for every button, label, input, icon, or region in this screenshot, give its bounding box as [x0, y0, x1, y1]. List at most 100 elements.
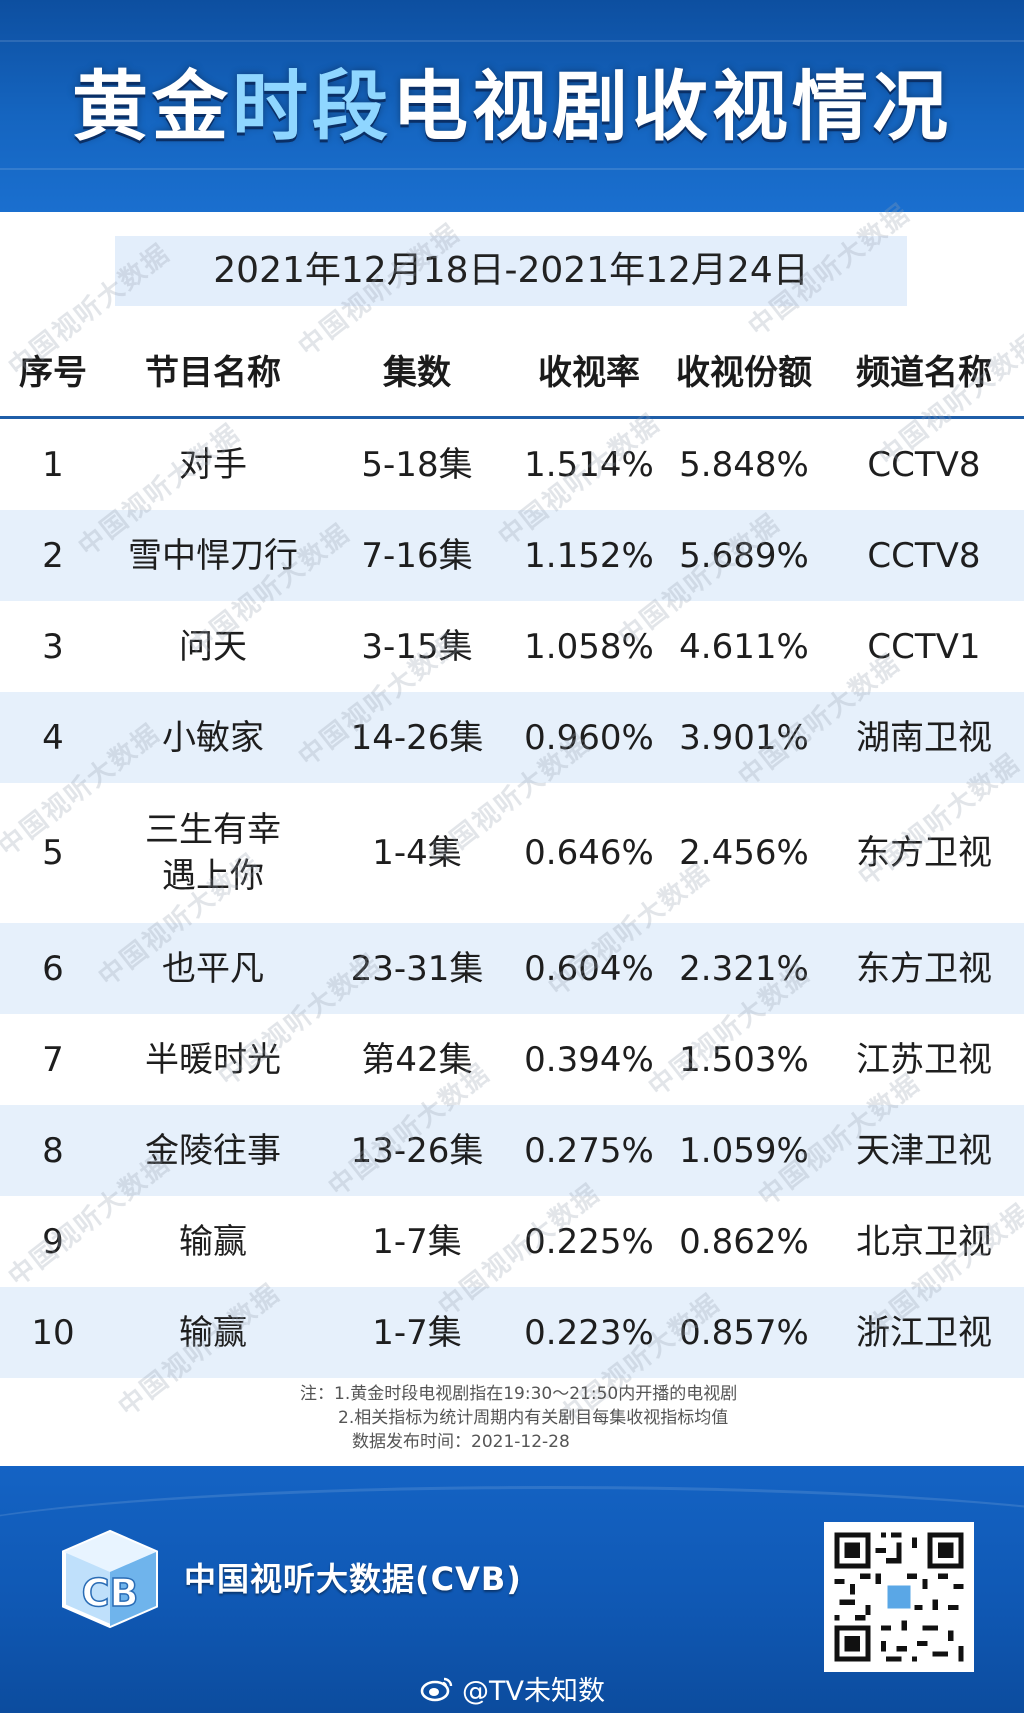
row-rating: 1.514%: [524, 444, 654, 485]
title-part: 黄金: [72, 62, 232, 151]
row-name: 输赢: [179, 1312, 247, 1353]
table-header-row: 序号 节目名称 集数 收视率 收视份额 频道名称: [0, 330, 1024, 419]
row-share: 5.689%: [679, 535, 809, 576]
row-index: 7: [42, 1039, 64, 1080]
row-name: 三生有幸遇上你: [106, 783, 320, 923]
qr-code-icon: [824, 1522, 974, 1672]
row-name: 也平凡: [162, 948, 264, 989]
row-episodes: 14-26集: [350, 717, 484, 758]
row-share: 1.503%: [679, 1039, 809, 1080]
row-share: 0.857%: [679, 1312, 809, 1353]
row-index: 6: [42, 948, 64, 989]
ratings-table: 序号 节目名称 集数 收视率 收视份额 频道名称 1 对手 5-18集 1.51…: [0, 330, 1024, 1378]
page-title: 黄金时段电视剧收视情况: [0, 62, 1024, 152]
weibo-attribution: @TV未知数: [420, 1670, 605, 1707]
footer-decor-wave: [0, 1486, 1024, 1609]
column-header-share: 收视份额: [676, 353, 812, 393]
table-row: 10 输赢 1-7集 0.223% 0.857% 浙江卫视: [0, 1287, 1024, 1378]
row-index: 9: [42, 1221, 64, 1262]
table-row: 5 三生有幸遇上你 1-4集 0.646% 2.456% 东方卫视: [0, 783, 1024, 923]
footer-banner: CB 中国视听大数据(CVB): [0, 1466, 1024, 1713]
row-share: 0.862%: [679, 1221, 809, 1262]
row-channel: CCTV8: [867, 444, 981, 485]
row-episodes: 3-15集: [361, 626, 473, 667]
row-rating: 0.275%: [524, 1130, 654, 1171]
table-row: 4 小敏家 14-26集 0.960% 3.901% 湖南卫视: [0, 692, 1024, 783]
table-row: 9 输赢 1-7集 0.225% 0.862% 北京卫视: [0, 1196, 1024, 1287]
row-channel: 浙江卫视: [856, 1312, 992, 1353]
footnotes: 注：1.黄金时段电视剧指在19:30～21:50内开播的电视剧 2.相关指标为统…: [300, 1382, 820, 1454]
row-rating: 0.960%: [524, 717, 654, 758]
row-rating: 0.223%: [524, 1312, 654, 1353]
row-episodes: 5-18集: [361, 444, 473, 485]
row-name-text: 三生有幸遇上你: [145, 810, 281, 896]
row-name: 雪中悍刀行: [128, 535, 298, 576]
row-channel: 江苏卫视: [856, 1039, 992, 1080]
row-share: 2.456%: [679, 833, 809, 873]
row-index: 8: [42, 1130, 64, 1171]
row-channel: 东方卫视: [856, 833, 992, 873]
title-part: 时段: [232, 62, 392, 151]
row-rating: 1.152%: [524, 535, 654, 576]
column-header-index: 序号: [19, 353, 87, 393]
row-episodes: 13-26集: [350, 1130, 484, 1171]
row-rating: 0.225%: [524, 1221, 654, 1262]
row-episodes: 1-7集: [372, 1312, 462, 1353]
row-rating: 1.058%: [524, 626, 654, 667]
table-row: 3 问天 3-15集 1.058% 4.611% CCTV1: [0, 601, 1024, 692]
row-index: 4: [42, 717, 64, 758]
note-line: 注：1.黄金时段电视剧指在19:30～21:50内开播的电视剧: [300, 1384, 738, 1404]
row-episodes: 1-7集: [372, 1221, 462, 1262]
column-header-episodes: 集数: [383, 353, 451, 393]
logo-letters: CB: [82, 1571, 139, 1615]
note-line: 数据发布时间：2021-12-28: [352, 1432, 570, 1452]
row-name: 对手: [179, 444, 247, 485]
row-episodes: 23-31集: [350, 948, 484, 989]
cvb-logo-icon: CB: [62, 1529, 158, 1629]
title-part: 收视情况: [632, 62, 952, 151]
row-index: 5: [42, 833, 64, 873]
table-row: 6 也平凡 23-31集 0.604% 2.321% 东方卫视: [0, 923, 1024, 1014]
title-part: 电视剧: [392, 62, 632, 151]
column-header-name: 节目名称: [145, 353, 281, 393]
row-channel: 北京卫视: [856, 1221, 992, 1262]
row-index: 3: [42, 626, 64, 667]
weibo-icon: [420, 1677, 453, 1702]
row-share: 5.848%: [679, 444, 809, 485]
row-name: 输赢: [179, 1221, 247, 1262]
row-name: 问天: [179, 626, 247, 667]
row-channel: 天津卫视: [856, 1130, 992, 1171]
column-header-channel: 频道名称: [856, 353, 992, 393]
row-share: 4.611%: [679, 626, 809, 667]
row-episodes: 1-4集: [372, 833, 462, 873]
row-name: 半暖时光: [145, 1039, 281, 1080]
row-channel: 东方卫视: [856, 948, 992, 989]
row-rating: 0.604%: [524, 948, 654, 989]
table-row: 7 半暖时光 第42集 0.394% 1.503% 江苏卫视: [0, 1014, 1024, 1105]
row-rating: 0.646%: [524, 833, 654, 873]
banner-decor-line: [0, 168, 1024, 170]
row-channel: 湖南卫视: [856, 717, 992, 758]
note-line: 2.相关指标为统计周期内有关剧目每集收视指标均值: [338, 1408, 729, 1428]
table-row: 2 雪中悍刀行 7-16集 1.152% 5.689% CCTV8: [0, 510, 1024, 601]
banner-decor-line: [0, 40, 1024, 42]
header-banner: 黄金时段电视剧收视情况: [0, 0, 1024, 212]
row-episodes: 第42集: [361, 1039, 473, 1080]
row-channel: CCTV1: [867, 626, 981, 667]
column-header-rating: 收视率: [538, 353, 640, 393]
row-name: 小敏家: [162, 717, 264, 758]
table-row: 1 对手 5-18集 1.514% 5.848% CCTV8: [0, 419, 1024, 510]
date-range: 2021年12月18日-2021年12月24日: [115, 236, 907, 306]
row-index: 10: [31, 1312, 75, 1353]
table-row: 8 金陵往事 13-26集 0.275% 1.059% 天津卫视: [0, 1105, 1024, 1196]
row-share: 3.901%: [679, 717, 809, 758]
row-share: 2.321%: [679, 948, 809, 989]
row-share: 1.059%: [679, 1130, 809, 1171]
row-channel: CCTV8: [867, 535, 981, 576]
row-episodes: 7-16集: [361, 535, 473, 576]
brand-name: 中国视听大数据(CVB): [184, 1560, 522, 1598]
row-rating: 0.394%: [524, 1039, 654, 1080]
row-index: 2: [42, 535, 64, 576]
weibo-handle: @TV未知数: [462, 1675, 605, 1707]
row-name: 金陵往事: [145, 1130, 281, 1171]
